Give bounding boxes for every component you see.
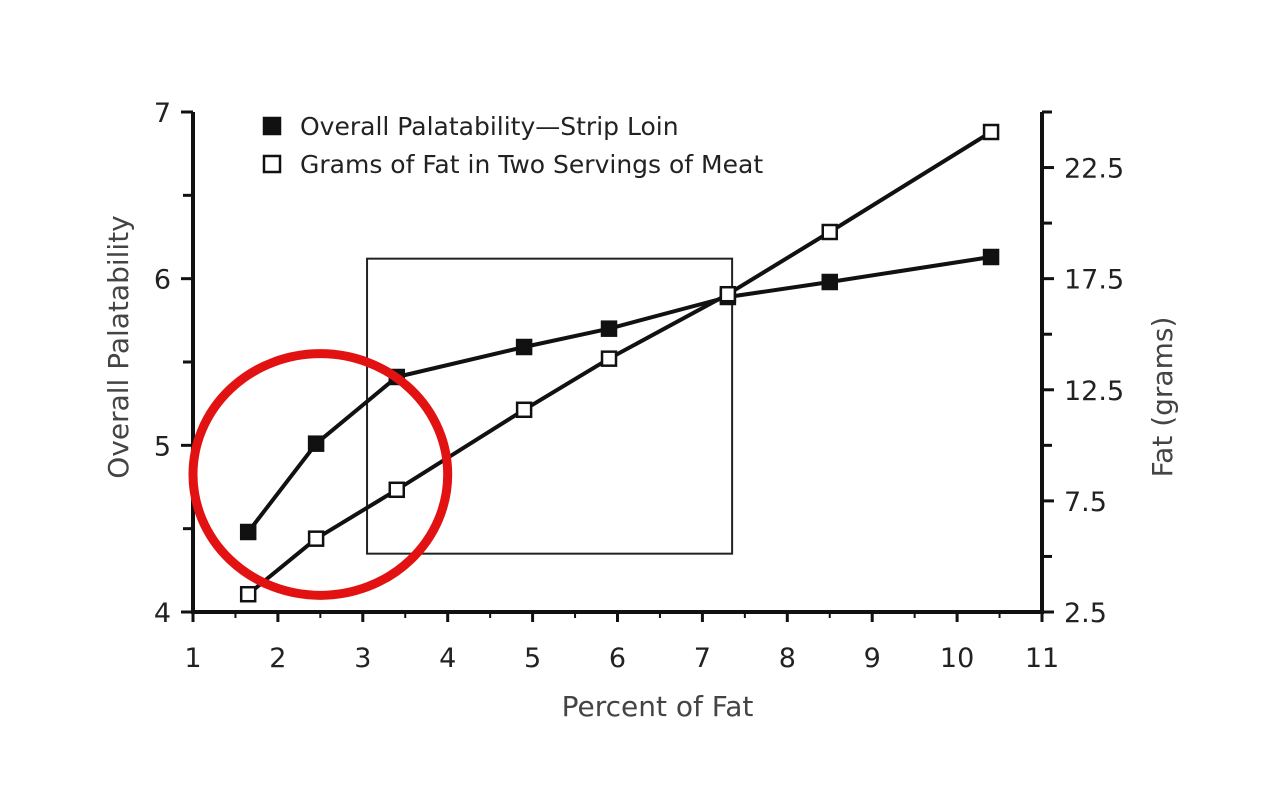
highlight-ellipse	[188, 349, 453, 600]
y2-tick-label: 2.5	[1064, 598, 1107, 629]
x-tick-label: 4	[439, 643, 456, 674]
x-tick-label: 9	[864, 643, 881, 674]
fat-grams-point-7	[821, 223, 838, 241]
legend-marker-2	[262, 154, 282, 174]
palatability-point-5	[600, 320, 618, 337]
legend-marker-1	[262, 116, 282, 136]
fat-grams-point-5	[600, 350, 618, 367]
palatability-point-1	[239, 523, 257, 541]
x-tick-label: 8	[779, 643, 796, 674]
x-axis-title: Percent of Fat	[562, 690, 754, 723]
y2-tick-label: 22.5	[1064, 154, 1124, 185]
x-tick-label: 7	[694, 643, 711, 674]
highlight-rectangle	[366, 257, 734, 555]
x-tick-label: 1	[184, 643, 201, 674]
y-tick-label: 5	[154, 431, 171, 462]
fat-grams-point-1	[239, 585, 257, 603]
fat-grams-point-4	[515, 401, 533, 419]
y2-axis-title: Fat (grams)	[1146, 317, 1179, 478]
palatability-point-2	[307, 435, 325, 452]
legend-label-1: Overall Palatability—Strip Loin	[300, 112, 679, 141]
x-tick-label: 6	[609, 643, 626, 674]
y-tick-label: 7	[154, 98, 171, 129]
x-tick-label: 3	[354, 643, 371, 674]
x-tick-label: 10	[940, 643, 974, 674]
palatability-point-7	[821, 273, 838, 291]
series-line-1	[246, 255, 992, 534]
y-tick-label: 6	[154, 265, 171, 296]
y2-tick-label: 7.5	[1064, 487, 1107, 518]
y-tick-label: 4	[154, 598, 171, 629]
y2-tick-label: 12.5	[1064, 376, 1124, 407]
fat-grams-point-8	[982, 123, 1000, 141]
fat-grams-point-3	[388, 481, 406, 499]
series-line-2	[246, 130, 993, 596]
fat-grams-point-2	[307, 530, 325, 547]
legend-label-2: Grams of Fat in Two Servings of Meat	[300, 150, 763, 179]
y2-tick-label: 17.5	[1064, 265, 1124, 296]
x-tick-label: 2	[269, 643, 286, 674]
x-tick-label: 11	[1025, 643, 1059, 674]
y-axis-title: Overall Palatability	[102, 215, 135, 478]
x-tick-label: 5	[524, 643, 541, 674]
fat-grams-point-6	[719, 285, 737, 303]
palatability-point-4	[515, 338, 533, 356]
palatability-point-8	[982, 248, 1000, 266]
